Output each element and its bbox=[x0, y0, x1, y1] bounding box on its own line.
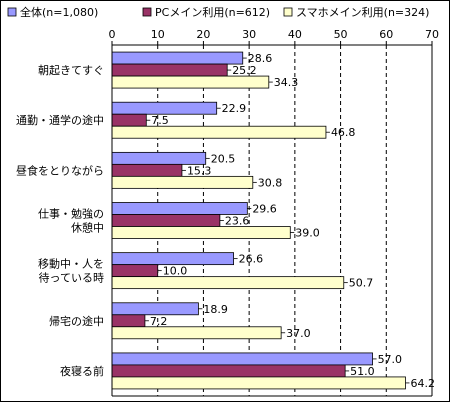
bar-0-3 bbox=[111, 202, 248, 215]
category-label: 待っている時 bbox=[39, 271, 104, 285]
category-label: 朝起きてすぐ bbox=[38, 64, 104, 77]
data-label-0-2: 20.5 bbox=[211, 152, 236, 165]
x-tick-label-7: 70 bbox=[425, 28, 439, 41]
data-label-1-5: 7.2 bbox=[150, 315, 168, 328]
legend-swatch-0 bbox=[7, 7, 17, 17]
category-label: 移動中・人を bbox=[38, 257, 104, 271]
bar-2-1 bbox=[111, 125, 327, 139]
bar-0-4 bbox=[111, 252, 234, 266]
bar-1-2 bbox=[111, 163, 183, 177]
bar-1-5 bbox=[111, 314, 146, 328]
category-label: 昼食をとりながら bbox=[16, 163, 104, 177]
bar-2-6 bbox=[111, 376, 406, 390]
plot-area: 0 10 20 30 40 50 60 70 朝起きてすぐ 28.625.2 34.3 通勤・通学の途… bbox=[16, 28, 439, 397]
data-label-0-6: 57.0 bbox=[378, 353, 403, 366]
data-label-2-2: 30.8 bbox=[258, 176, 283, 189]
bar-0-6 bbox=[111, 352, 373, 366]
bar-2-5 bbox=[111, 326, 282, 340]
x-tick-label-3: 30 bbox=[242, 28, 256, 41]
data-label-2-3: 39.0 bbox=[295, 227, 320, 240]
legend-label-1: PCメイン利用(n=612) bbox=[155, 6, 270, 19]
data-label-2-1: 46.8 bbox=[331, 126, 356, 139]
category-label: 帰宅の途中 bbox=[49, 314, 104, 328]
category-label: 夜寝る前 bbox=[60, 364, 104, 378]
bar-1-1 bbox=[111, 113, 147, 127]
x-tick-label-1: 10 bbox=[151, 28, 165, 41]
bar-1-3 bbox=[111, 214, 221, 227]
bar-0-2 bbox=[111, 151, 207, 165]
data-label-1-6: 51.0 bbox=[350, 365, 375, 378]
category-label: 休憩中 bbox=[71, 221, 104, 235]
data-label-1-4: 10.0 bbox=[163, 265, 188, 278]
data-label-2-5: 37.0 bbox=[286, 327, 311, 340]
data-label-1-2: 15.3 bbox=[187, 164, 212, 177]
category-label: 仕事・勉強の bbox=[38, 207, 104, 221]
legend-label-0: 全体(n=1,080) bbox=[20, 5, 98, 19]
bar-0-0 bbox=[111, 51, 244, 65]
bar-2-2 bbox=[111, 175, 254, 189]
bar-2-0 bbox=[111, 75, 270, 89]
bar-1-4 bbox=[111, 264, 159, 278]
data-label-0-5: 18.9 bbox=[203, 303, 228, 316]
legend-swatch-1 bbox=[142, 7, 152, 17]
data-label-1-3: 23.6 bbox=[225, 215, 250, 228]
data-label-2-4: 50.7 bbox=[349, 277, 374, 290]
data-label-1-1: 7.5 bbox=[151, 114, 169, 127]
data-label-0-0: 28.6 bbox=[248, 52, 273, 65]
x-tick-label-0: 0 bbox=[109, 28, 116, 41]
x-tick-label-5: 50 bbox=[334, 28, 348, 41]
bar-0-1 bbox=[111, 101, 218, 115]
data-label-2-6: 64.2 bbox=[410, 377, 435, 390]
bar-1-6 bbox=[111, 364, 346, 378]
data-label-0-1: 22.9 bbox=[222, 102, 247, 115]
data-label-0-4: 26.6 bbox=[239, 253, 264, 266]
legend-swatch-2 bbox=[283, 7, 293, 17]
category-label: 通勤・通学の途中 bbox=[16, 113, 104, 127]
data-label-2-0: 34.3 bbox=[274, 76, 299, 89]
bar-2-3 bbox=[111, 226, 291, 239]
x-tick-label-2: 20 bbox=[196, 28, 210, 41]
legend: 全体(n=1,080) PCメイン利用(n=612) スマホメイン利用(n=324) bbox=[7, 5, 429, 19]
data-label-1-0: 25.2 bbox=[232, 64, 257, 77]
bar-2-4 bbox=[111, 276, 345, 290]
legend-label-2: スマホメイン利用(n=324) bbox=[296, 6, 429, 19]
x-tick-label-6: 60 bbox=[379, 28, 393, 41]
x-tick-label-4: 40 bbox=[288, 28, 302, 41]
data-label-0-3: 29.6 bbox=[252, 203, 276, 216]
bar-0-5 bbox=[111, 302, 199, 316]
bar-1-0 bbox=[111, 63, 228, 77]
